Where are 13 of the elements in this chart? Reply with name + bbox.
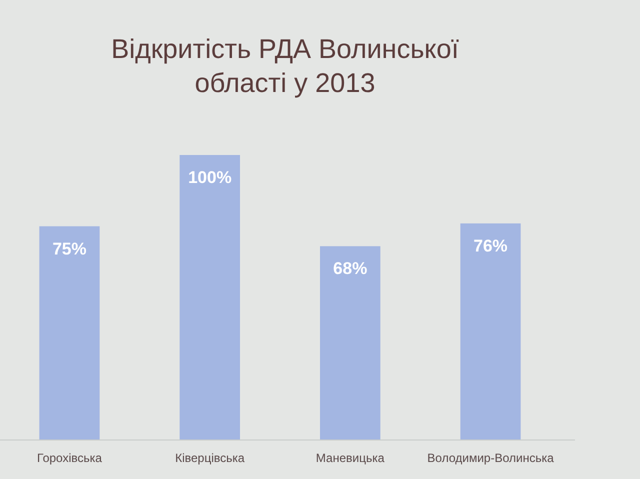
chart-title: Відкритість РДА Волинської області у 2013 [111, 34, 460, 98]
data-label: 100% [188, 168, 232, 187]
bar [460, 223, 521, 440]
data-label: 75% [52, 239, 86, 258]
bar [180, 155, 240, 440]
data-label: 68% [333, 259, 368, 278]
bar [320, 246, 380, 440]
x-tick-label: Горохівська [37, 451, 102, 465]
x-tick-label: Маневицька [316, 451, 385, 465]
bar [39, 226, 100, 440]
x-tick-label: Володимир-Волинська [427, 451, 554, 465]
data-label: 76% [474, 236, 508, 256]
x-tick-label: Ківерцівська [175, 451, 245, 465]
